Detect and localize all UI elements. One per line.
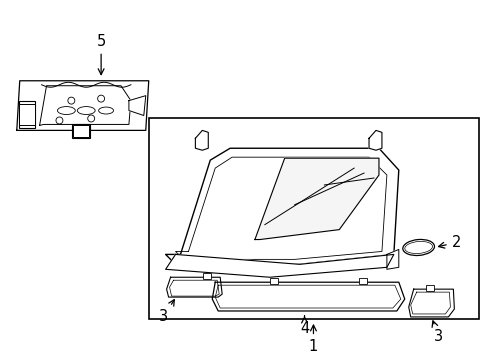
Ellipse shape <box>404 242 431 253</box>
Ellipse shape <box>402 239 434 256</box>
Bar <box>72 125 90 138</box>
Polygon shape <box>40 86 131 125</box>
Polygon shape <box>212 282 404 311</box>
Text: 3: 3 <box>431 321 442 344</box>
Circle shape <box>87 115 95 122</box>
Bar <box>358 278 366 284</box>
Polygon shape <box>195 130 208 150</box>
Bar <box>203 273 211 279</box>
Polygon shape <box>254 158 378 239</box>
Polygon shape <box>368 130 381 150</box>
Polygon shape <box>165 255 393 277</box>
Bar <box>19 100 35 129</box>
Text: 2: 2 <box>438 235 460 250</box>
Polygon shape <box>129 96 145 116</box>
Bar <box>269 278 277 284</box>
Polygon shape <box>386 249 398 269</box>
Text: 4: 4 <box>299 316 308 336</box>
Polygon shape <box>166 277 222 297</box>
Ellipse shape <box>99 107 113 114</box>
Polygon shape <box>17 81 148 130</box>
Polygon shape <box>408 289 453 317</box>
Text: 3: 3 <box>159 300 174 324</box>
Text: 1: 1 <box>308 325 317 354</box>
Bar <box>19 104 35 125</box>
Bar <box>148 118 478 319</box>
Polygon shape <box>165 148 398 264</box>
Circle shape <box>98 95 104 102</box>
Bar <box>425 285 433 291</box>
Ellipse shape <box>57 107 75 114</box>
Circle shape <box>68 97 75 104</box>
Circle shape <box>56 117 63 124</box>
Text: 5: 5 <box>96 33 105 75</box>
Bar <box>73 125 89 137</box>
Ellipse shape <box>77 107 95 114</box>
